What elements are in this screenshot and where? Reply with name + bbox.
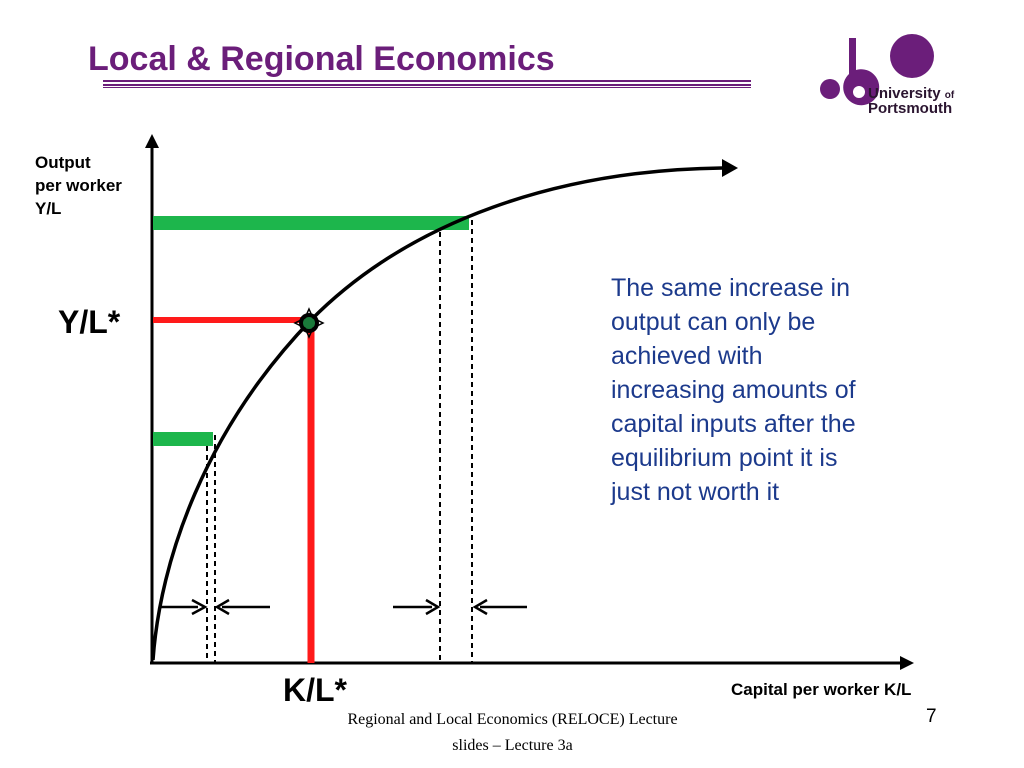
footer-text: Regional and Local Economics (RELOCE) Le… bbox=[300, 707, 725, 759]
y-axis-label: Output per worker Y/L bbox=[35, 151, 122, 220]
y-star-label: Y/L* bbox=[58, 304, 121, 340]
y-axis-label-line: per worker bbox=[35, 176, 122, 195]
university-logo bbox=[820, 34, 934, 106]
annotation-line: increasing amounts of bbox=[611, 376, 856, 404]
logo-text-university: University of bbox=[868, 85, 955, 102]
y-axis-label-line: Output bbox=[35, 153, 91, 172]
annotation-line: achieved with bbox=[611, 342, 763, 370]
x-star-label: K/L* bbox=[283, 672, 347, 708]
logo-text-portsmouth: Portsmouth bbox=[868, 100, 953, 117]
footer-line: Regional and Local Economics (RELOCE) Le… bbox=[347, 711, 678, 728]
slide-title: Local & Regional Economics bbox=[88, 40, 555, 78]
equilibrium-marker bbox=[293, 307, 325, 339]
logo-text-of: of bbox=[944, 90, 955, 101]
logo-dot bbox=[820, 79, 840, 99]
annotation-line: capital inputs after the bbox=[611, 410, 856, 438]
annotation-line: just not worth it bbox=[611, 478, 780, 506]
logo-o-shape bbox=[890, 34, 934, 78]
title-underline bbox=[103, 80, 751, 89]
annotation-line: output can only be bbox=[611, 308, 816, 336]
annotation-line: equilibrium point it is bbox=[611, 444, 838, 472]
y-axis-arrowhead bbox=[145, 134, 159, 148]
page-number: 7 bbox=[926, 706, 937, 727]
footer-line: slides – Lecture 3a bbox=[452, 737, 573, 754]
logo-p-shape bbox=[843, 38, 880, 106]
annotation-line: The same increase in bbox=[611, 274, 851, 302]
curve-arrowhead bbox=[722, 159, 738, 177]
y-axis-label-line: Y/L bbox=[35, 199, 62, 218]
green-bar-lower bbox=[153, 432, 213, 446]
green-bar-upper bbox=[153, 216, 469, 230]
x-axis-label: Capital per worker K/L bbox=[731, 680, 912, 699]
annotation-text: The same increase in output can only be … bbox=[611, 271, 911, 509]
x-axis-arrowhead bbox=[900, 656, 914, 670]
